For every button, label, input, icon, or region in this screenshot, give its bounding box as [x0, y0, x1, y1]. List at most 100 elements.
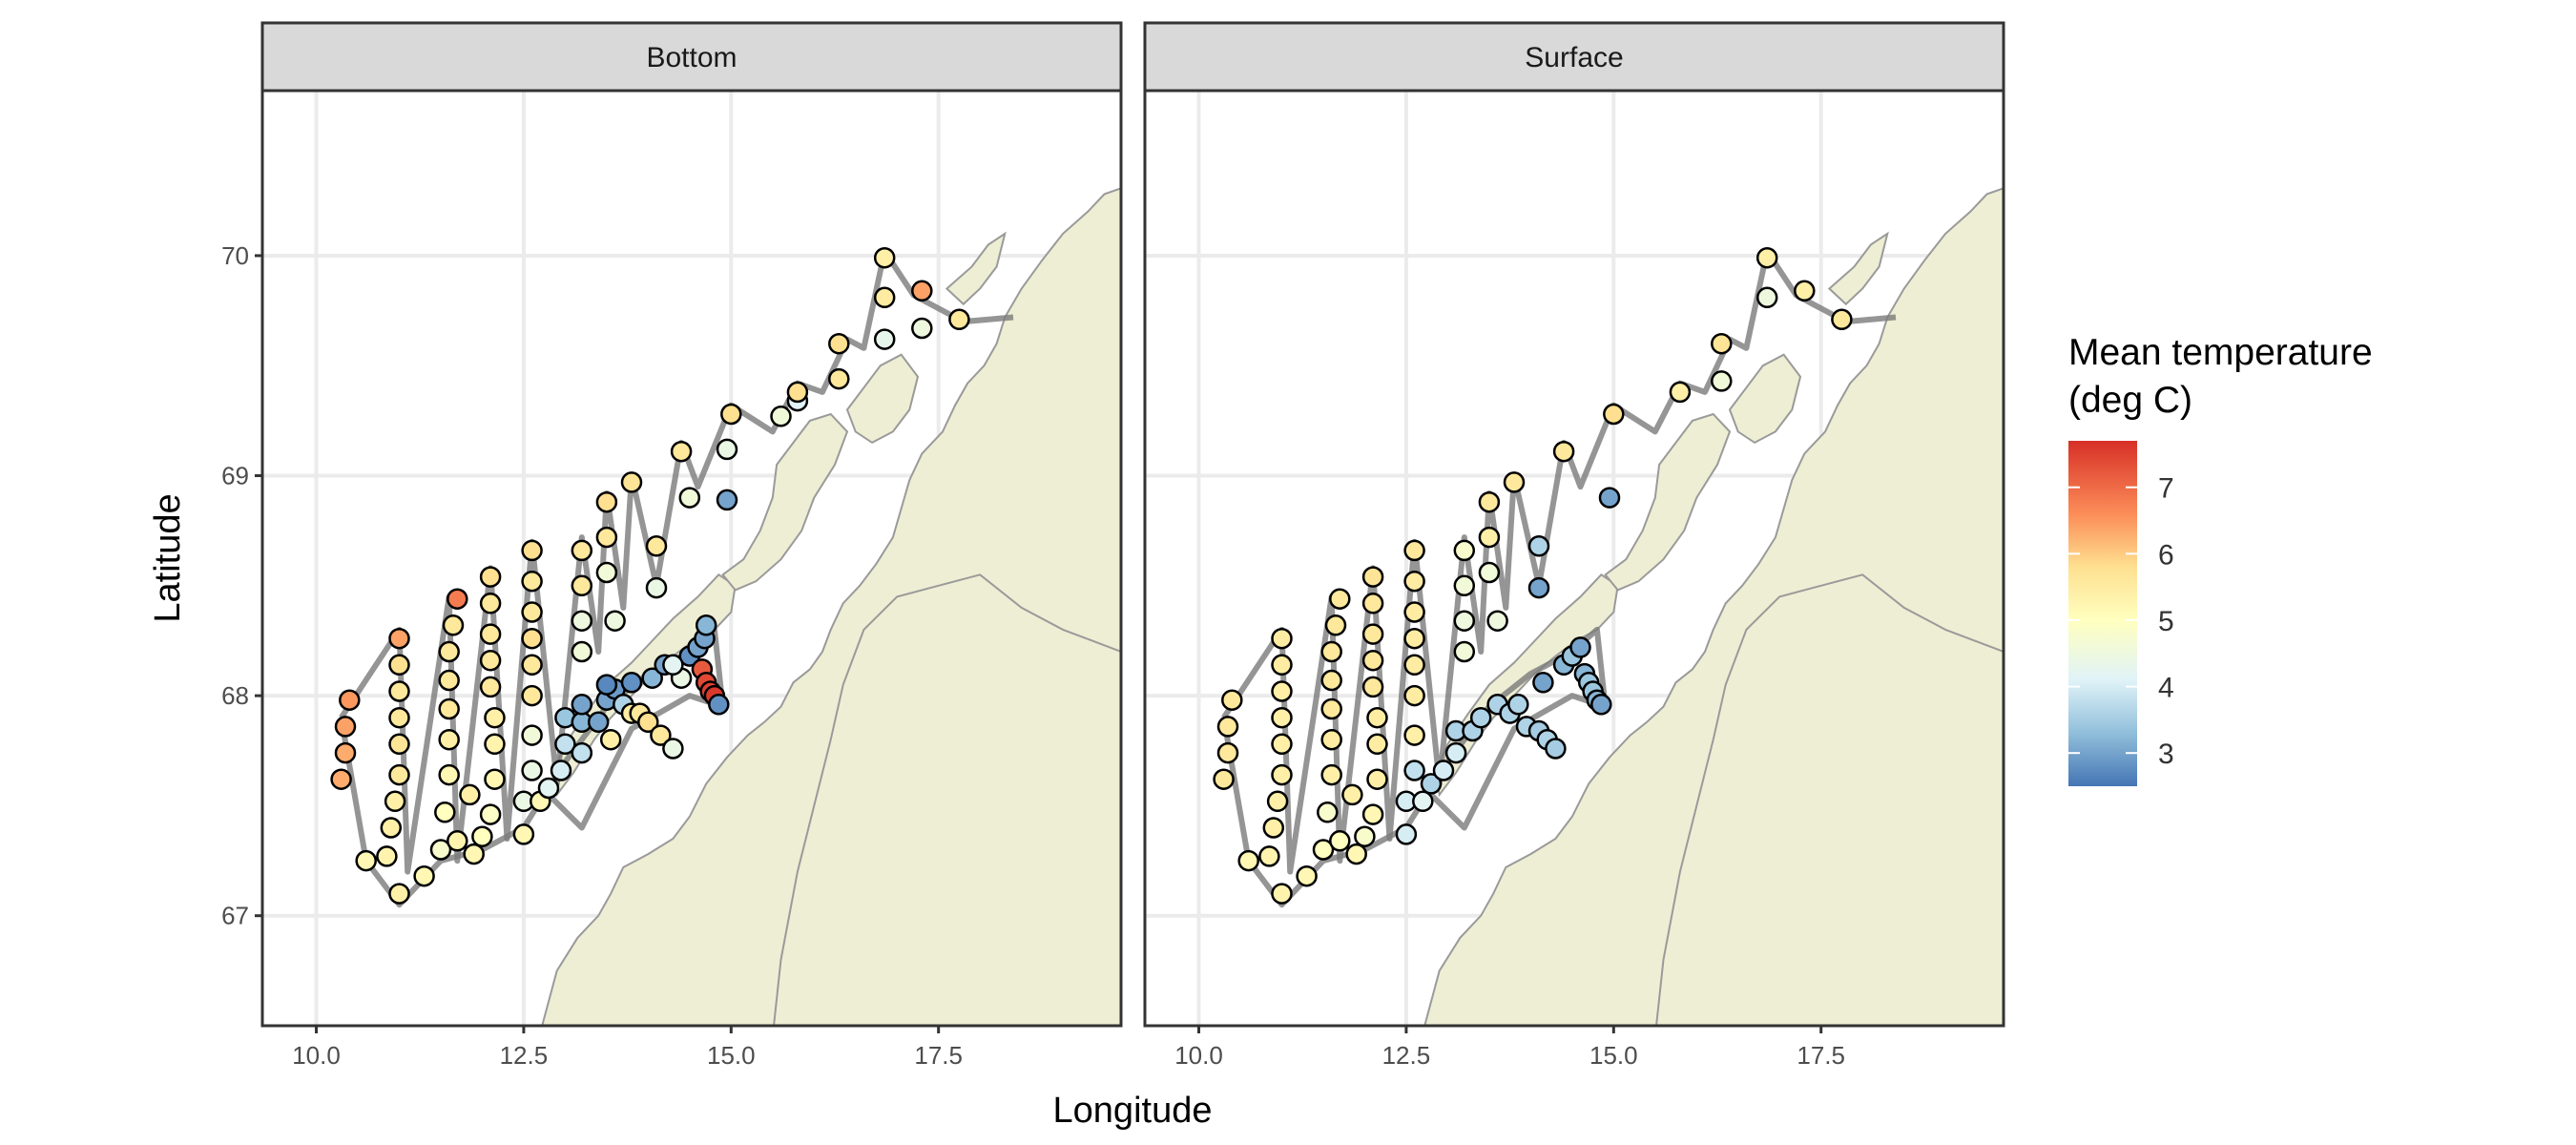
- station-point-12: [388, 654, 410, 677]
- station-point-81: [571, 640, 593, 663]
- x-tick-label-0: 10.0: [1174, 1041, 1223, 1070]
- station-point-97: [770, 406, 792, 427]
- station-point-1: [1216, 741, 1239, 764]
- station-point-22: [1320, 640, 1342, 663]
- station-point-57: [1507, 694, 1529, 716]
- station-point-38: [512, 823, 535, 845]
- station-point-9: [1271, 733, 1293, 756]
- y-tick-label-1: 68: [221, 681, 249, 710]
- station-point-86: [1711, 370, 1733, 392]
- station-point-82: [1552, 440, 1575, 463]
- station-point-14: [1271, 883, 1293, 905]
- station-point-86: [604, 610, 626, 632]
- station-point-49: [537, 777, 560, 800]
- station-point-85: [595, 561, 618, 584]
- y-axis: 67 68 69 70: [221, 241, 262, 930]
- station-point-47: [1403, 539, 1425, 562]
- station-point-16: [429, 839, 452, 861]
- station-point-66: [662, 738, 684, 760]
- station-point-77: [1478, 526, 1501, 549]
- x-tick-label-1: 12.5: [1382, 1041, 1431, 1070]
- legend-title-line1: Mean temperature: [2068, 332, 2373, 373]
- station-point-105: [911, 317, 933, 340]
- station-point-76: [1486, 610, 1508, 632]
- legend-tick-label-1: 4: [2158, 673, 2174, 704]
- panel-bottom: [260, 89, 1123, 1028]
- station-point-4: [1237, 849, 1259, 872]
- station-point-31: [484, 733, 506, 756]
- station-point-95: [716, 438, 738, 461]
- land-polygon-0: [1423, 187, 2004, 1026]
- facet-label-bottom: Bottom: [646, 42, 737, 73]
- station-point-1: [334, 741, 357, 764]
- land-polygon-0: [541, 187, 1121, 1026]
- legend-tick-label-4: 7: [2158, 473, 2174, 505]
- station-point-81: [1527, 576, 1550, 599]
- x-tick-label-2: 15.0: [1589, 1041, 1638, 1070]
- station-point-40: [521, 760, 543, 781]
- station-points: [1213, 246, 1853, 905]
- facet-strip-surface: Surface: [1143, 21, 2005, 93]
- station-point-42: [521, 684, 543, 707]
- legend-tick-label-2: 5: [2158, 606, 2174, 637]
- station-point-101: [828, 332, 850, 355]
- y-tick-label-3: 70: [221, 241, 249, 270]
- x-tick-label-3: 17.5: [1797, 1041, 1845, 1070]
- station-point-84: [1603, 403, 1625, 426]
- station-point-6: [380, 817, 403, 839]
- station-point-19: [1320, 728, 1342, 751]
- station-point-41: [521, 724, 543, 746]
- facet-label-surface: Surface: [1525, 42, 1623, 73]
- station-point-60: [595, 674, 618, 696]
- station-point-6: [1262, 817, 1285, 839]
- station-point-9: [388, 733, 410, 756]
- station-point-65: [1569, 636, 1591, 658]
- legend-tick-label-0: 3: [2158, 739, 2174, 770]
- station-point-2: [1216, 716, 1239, 738]
- station-point-25: [1329, 830, 1351, 852]
- station-point-45: [521, 601, 543, 623]
- panel-border: [260, 89, 1123, 1028]
- station-point-24: [1329, 588, 1351, 610]
- station-point-35: [479, 623, 502, 645]
- station-point-10: [388, 706, 410, 729]
- station-point-38: [1395, 823, 1418, 845]
- station-point-90: [1794, 280, 1816, 302]
- station-point-50: [1432, 760, 1455, 781]
- station-point-40: [1403, 760, 1425, 781]
- station-point-21: [438, 669, 460, 692]
- land-polygon-3: [1728, 353, 1802, 445]
- station-point-54: [1469, 706, 1492, 729]
- station-point-92: [670, 440, 693, 463]
- x-tick-label-2: 15.0: [707, 1041, 756, 1070]
- station-point-73: [1453, 574, 1476, 597]
- x-axis-bottom-panel: 10.0 12.5 15.0 17.5: [292, 1026, 963, 1070]
- station-point-13: [388, 627, 410, 650]
- station-point-32: [1366, 706, 1388, 729]
- station-point-99: [786, 381, 809, 404]
- station-point-82: [571, 610, 593, 632]
- station-point-16: [1312, 839, 1335, 861]
- station-point-35: [1361, 623, 1384, 645]
- station-point-11: [1271, 680, 1293, 702]
- station-point-13: [1271, 627, 1293, 650]
- country-border: [1655, 573, 2004, 1026]
- y-axis-title: Latitude: [148, 493, 188, 622]
- x-tick-label-0: 10.0: [292, 1041, 341, 1070]
- station-point-106: [911, 280, 933, 302]
- station-point-11: [388, 680, 410, 702]
- station-point-45: [1403, 601, 1425, 623]
- color-legend: Mean temperature (deg C) 3 4 5 6 7: [2068, 332, 2373, 786]
- station-point-49: [1420, 773, 1443, 795]
- station-point-103: [873, 286, 896, 309]
- panel-border: [1143, 89, 2005, 1028]
- station-point-28: [1354, 825, 1376, 847]
- station-point-18: [1320, 763, 1342, 786]
- station-point-30: [484, 768, 506, 790]
- station-point-15: [1296, 864, 1318, 887]
- station-point-83: [571, 574, 593, 597]
- station-point-23: [442, 614, 465, 636]
- station-point-7: [384, 790, 406, 813]
- station-point-88: [595, 490, 618, 513]
- station-point-23: [1324, 614, 1347, 636]
